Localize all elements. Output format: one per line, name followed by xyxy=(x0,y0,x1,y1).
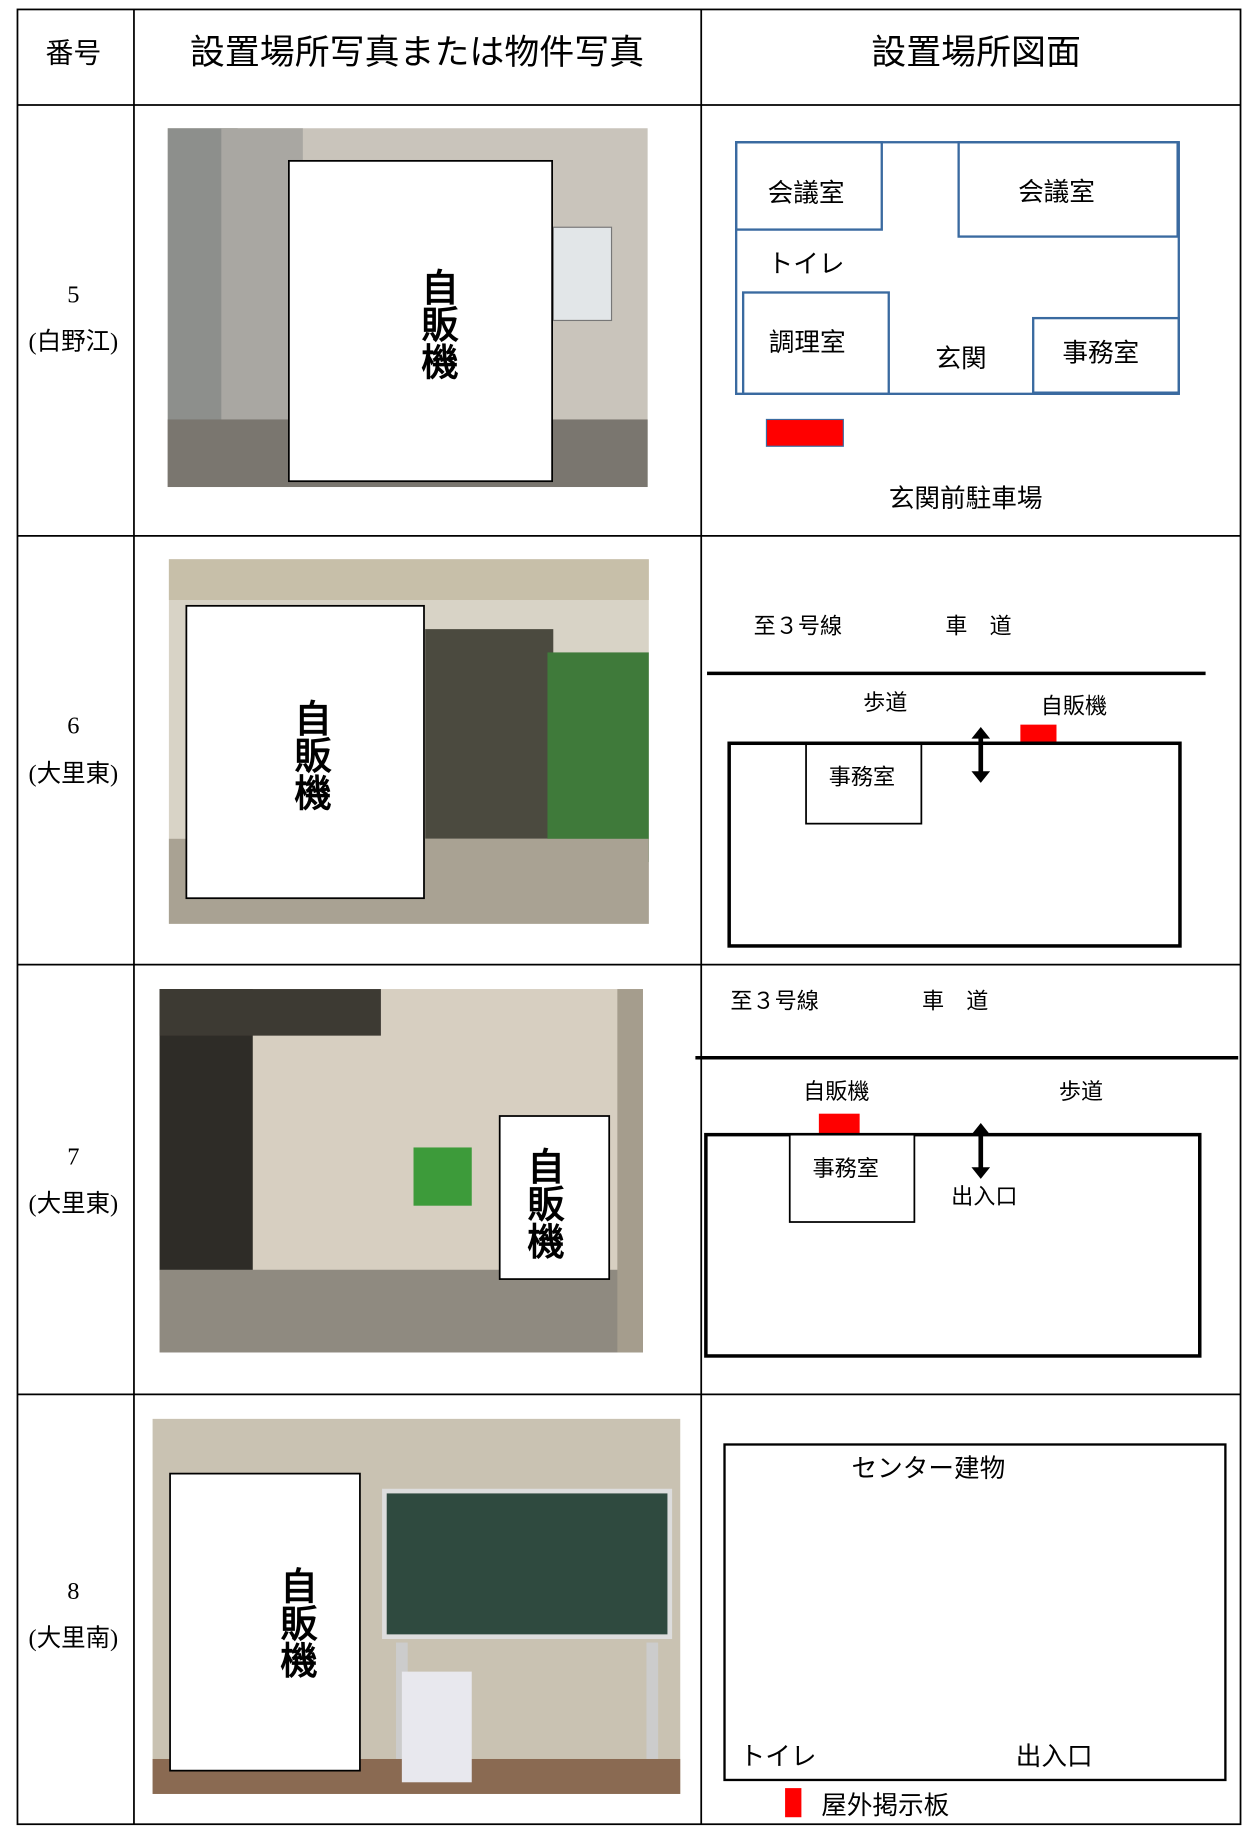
plan-label: 自販機 xyxy=(803,1079,869,1105)
row-number: 8 xyxy=(67,1578,79,1605)
plan-label: 車 道 xyxy=(922,988,988,1014)
photo-label: 自販機 xyxy=(288,699,332,811)
plan-label: 屋外掲示板 xyxy=(821,1791,949,1820)
row-area: (大里南) xyxy=(29,1624,119,1652)
plan-label: 出入口 xyxy=(951,1184,1017,1210)
plan-label: 調理室 xyxy=(769,328,846,357)
plan-label: 会議室 xyxy=(1018,178,1095,207)
floor-plan xyxy=(723,1443,1227,1818)
plan-label: 至３号線 xyxy=(754,613,842,639)
plan-label: トイレ xyxy=(740,1742,817,1771)
photo-label: 自販機 xyxy=(415,268,459,380)
plan-label: 会議室 xyxy=(768,179,845,208)
plan-label: 自販機 xyxy=(1041,694,1107,720)
plan-label: 出入口 xyxy=(1016,1742,1093,1771)
header-cell: 番号 xyxy=(45,38,101,69)
floor-plan xyxy=(734,141,1180,447)
plan-label: 歩道 xyxy=(1059,1079,1103,1105)
floor-plan xyxy=(695,1056,1239,1358)
vending-box xyxy=(169,1472,361,1772)
header-cell: 設置場所図面 xyxy=(871,33,1081,72)
plan-label: 車 道 xyxy=(945,613,1011,639)
table-grid xyxy=(16,8,1242,1826)
plan-label: トイレ xyxy=(768,250,845,279)
vending-box xyxy=(288,159,553,483)
plan-label: 玄関 xyxy=(935,344,986,373)
plan-label: 事務室 xyxy=(812,1156,878,1182)
header-cell: 設置場所写真または物件写真 xyxy=(190,33,644,72)
vending-box xyxy=(185,604,425,900)
plan-label: 事務室 xyxy=(1062,338,1139,367)
plan-label: センター建物 xyxy=(852,1454,1006,1483)
photo-label: 自販機 xyxy=(274,1567,318,1679)
plan-label: 歩道 xyxy=(863,690,907,716)
plan-label: 至３号線 xyxy=(730,988,819,1014)
row-number: 7 xyxy=(67,1144,79,1171)
floor-plan xyxy=(707,671,1206,948)
row-area: (大里東) xyxy=(29,759,119,787)
photo-label: 自販機 xyxy=(521,1147,565,1259)
row-area: (白野江) xyxy=(29,327,119,355)
plan-label: 事務室 xyxy=(829,765,895,791)
vending-box xyxy=(498,1115,611,1280)
row-number: 5 xyxy=(67,282,79,309)
row-number: 6 xyxy=(67,713,79,740)
plan-label: 玄関前駐車場 xyxy=(889,484,1043,513)
row-area: (大里東) xyxy=(29,1189,119,1217)
